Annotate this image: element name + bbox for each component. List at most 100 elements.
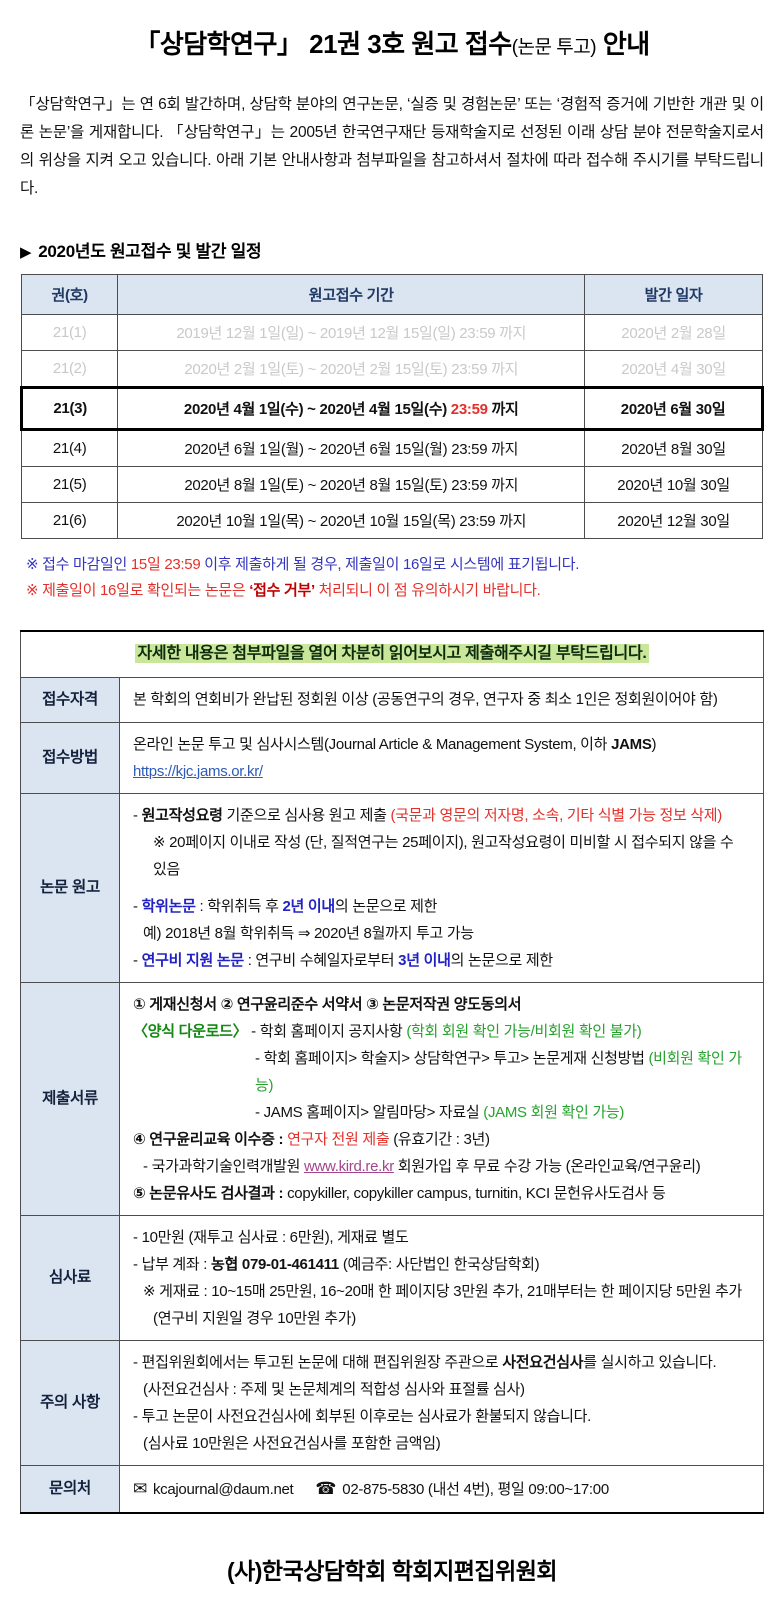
volume-cell: 21(5) xyxy=(20,465,119,503)
pub-date-cell: 2020년 8월 30일 xyxy=(584,428,763,467)
fee-content: - 10만원 (재투고 심사료 : 6만원), 게재료 별도 - 납부 계좌 :… xyxy=(119,1214,764,1341)
notice-row: 자세한 내용은 첨부파일을 열어 차분히 읽어보시고 제출해주시길 부탁드립니다… xyxy=(20,630,764,678)
fee-amount-line: - 10만원 (재투고 심사료 : 6만원), 게재료 별도 xyxy=(133,1228,409,1246)
method-line: 온라인 논문 투고 및 심사시스템(Journal Article & Mana… xyxy=(133,731,750,758)
manuscript-bullet-3: - 연구비 지원 논문 : 연구비 수혜일자로부터 3년 이내의 논문으로 제한 xyxy=(133,947,750,974)
manuscript-text: 기준으로 심사용 원고 제출 xyxy=(222,806,391,824)
manuscript-text: 의 논문으로 제한 xyxy=(450,951,554,969)
notice-cell: 자세한 내용은 첨부파일을 열어 차분히 읽어보시고 제출해주시길 부탁드립니다… xyxy=(20,630,764,678)
manuscript-page-note: ※ 20페이지 이내로 작성 (단, 질적연구는 25페이지), 원고작성요령이… xyxy=(153,833,734,878)
intro-paragraph: 「상담학연구」는 연 6회 발간하며, 상담학 분야의 연구논문, ‘실증 및 … xyxy=(20,96,764,197)
jams-url-link[interactable]: https://kjc.jams.or.kr/ xyxy=(133,762,263,780)
manuscript-example: 예) 2018년 8월 학위취득 ⇒ 2020년 8월까지 투고 가능 xyxy=(143,924,474,942)
documents-download-line-3: - JAMS 홈페이지> 알림마당> 자료실 (JAMS 회원 확인 가능) xyxy=(133,1099,750,1126)
documents-kird-line: - 국가과학기술인력개발원 www.kird.re.kr 회원가입 후 무료 수… xyxy=(133,1153,750,1180)
kird-url-link[interactable]: www.kird.re.kr xyxy=(303,1157,394,1175)
envelope-icon: ✉ xyxy=(133,1478,147,1498)
caution-content: - 편집위원회에서는 투고된 논문에 대해 편집위원장 주관으로 사전요건심사를… xyxy=(119,1339,764,1466)
documents-ethics-line: ④ 연구윤리교육 이수증 : 연구자 전원 제출 (유효기간 : 3년) xyxy=(133,1126,750,1153)
bullet-dash: - xyxy=(133,897,142,915)
note-rejection-emphasis: ‘접수 거부’ xyxy=(249,581,315,599)
contact-content: ✉ kcajournal@daum.net ☎ 02-875-5830 (내선 4번)… xyxy=(119,1464,764,1514)
details-table: 자세한 내용은 첨부파일을 열어 차분히 읽어보시고 제출해주시길 부탁드립니다… xyxy=(20,630,764,1515)
documents-download-line-1: 〈양식 다운로드〉 - 학회 홈페이지 공지사항 (학회 회원 확인 가능/비회… xyxy=(133,1018,750,1045)
similarity-check-emphasis: ⑤ 논문유사도 검사결과 : xyxy=(133,1184,288,1202)
note-text: 처리되니 이 점 유의하시기 바랍니다. xyxy=(314,581,541,599)
volume-cell: 21(6) xyxy=(20,501,119,539)
fee-row: 심사료 - 10만원 (재투고 심사료 : 6만원), 게재료 별도 - 납부 … xyxy=(20,1214,764,1341)
schedule-notes: ※ 접수 마감일인 15일 23:59 이후 제출하게 될 경우, 제출일이 1… xyxy=(26,552,764,605)
thesis-emphasis: 학위논문 xyxy=(141,897,196,915)
manuscript-text: 의 논문으로 제한 xyxy=(334,897,438,915)
fee-publication-note: ※ 게재료 : 10~15매 25만원, 16~20매 한 페이지당 3만원 추… xyxy=(143,1282,743,1300)
volume-cell: 21(3) xyxy=(19,385,119,431)
triangle-bullet-icon: ▶ xyxy=(20,243,32,261)
fee-account-line: - 납부 계좌 : 농협 079-01-461411 (예금주: 사단법인 한국… xyxy=(133,1251,750,1278)
bank-account-emphasis: 농협 079-01-461411 xyxy=(211,1255,339,1273)
col-header-volume: 권(호) xyxy=(20,273,119,315)
documents-text: - 국가과학기술인력개발원 xyxy=(143,1157,304,1175)
row-label-documents: 제출서류 xyxy=(20,981,120,1216)
caution-text: 를 실시하고 있습니다. xyxy=(583,1353,717,1371)
contact-phone-hours: 02-875-5830 (내선 4번), 평일 09:00~17:00 xyxy=(342,1480,609,1498)
documents-text: - 학회 홈페이지 공지사항 xyxy=(247,1022,407,1040)
row-label-caution: 주의 사항 xyxy=(20,1339,120,1466)
deadline-time: 23:59 xyxy=(450,400,488,418)
period-cell: 2020년 4월 1일(수) ~ 2020년 4월 15일(수) 23:59 까… xyxy=(117,385,586,431)
bullet-dash: - xyxy=(133,951,142,969)
schedule-heading-text: 2020년도 원고접수 및 발간 일정 xyxy=(38,241,262,261)
table-row: 21(2) 2020년 2월 1일(토) ~ 2020년 2월 15일(토) 2… xyxy=(20,349,763,388)
documents-text: - 학회 홈페이지> 학술지> 상담학연구> 투고> 논문게재 신청방법 xyxy=(255,1049,649,1067)
guideline-emphasis: 원고작성요령 xyxy=(141,806,223,824)
qualification-content: 본 학회의 연회비가 완납된 정회원 이상 (공동연구의 경우, 연구자 중 최… xyxy=(119,676,764,723)
documents-list: ① 게재신청서 ② 연구윤리준수 서약서 ③ 논문저작권 양도동의서 xyxy=(133,995,522,1013)
jams-abbr: JAMS xyxy=(611,735,652,753)
notice-highlight: 자세한 내용은 첨부파일을 열어 차분히 읽어보시고 제출해주시길 부탁드립니다… xyxy=(135,644,649,664)
documents-text: - JAMS 홈페이지> 알림마당> 자료실 xyxy=(255,1103,484,1121)
funded-paper-emphasis: 연구비 지원 논문 xyxy=(141,951,245,969)
documents-text: 회원가입 후 무료 수강 가능 (온라인교육/연구윤리) xyxy=(393,1157,701,1175)
pub-date-cell: 2020년 12월 30일 xyxy=(584,501,763,539)
two-year-emphasis: 2년 이내 xyxy=(282,897,335,915)
manuscript-row: 논문 원고 - 원고작성요령 기준으로 심사용 원고 제출 (국문과 영문의 저… xyxy=(20,792,764,983)
contact-email: kcajournal@daum.net xyxy=(152,1480,294,1498)
period-cell: 2019년 12월 1일(일) ~ 2019년 12월 15일(일) 23:59… xyxy=(117,313,586,351)
note-text: 제출일이 16일로 확인되는 논문은 xyxy=(42,581,250,599)
period-text: 까지 xyxy=(487,400,519,418)
caution-line-2: (사전요건심사 : 주제 및 논문체계의 적합성 심사와 표절률 심사) xyxy=(143,1380,525,1398)
documents-row: 제출서류 ① 게재신청서 ② 연구윤리준수 서약서 ③ 논문저작권 양도동의서 … xyxy=(20,981,764,1216)
note-mark: ※ xyxy=(26,555,43,573)
pub-date-cell: 2020년 4월 30일 xyxy=(584,349,763,388)
schedule-table: 권(호) 원고접수 기간 발간 일자 21(1) 2019년 12월 1일(일)… xyxy=(19,273,764,539)
caution-line-1: - 편집위원회에서는 투고된 논문에 대해 편집위원장 주관으로 사전요건심사를… xyxy=(133,1349,750,1376)
note-text: 접수 마감일인 xyxy=(42,555,131,573)
documents-content: ① 게재신청서 ② 연구윤리준수 서약서 ③ 논문저작권 양도동의서 〈양식 다… xyxy=(119,981,764,1216)
fee-text: (예금주: 사단법인 한국상담학회) xyxy=(338,1255,540,1273)
caution-text: - 편집위원회에서는 투고된 논문에 대해 편집위원장 주관으로 xyxy=(133,1353,503,1371)
pub-date-cell: 2020년 6월 30일 xyxy=(584,385,764,431)
period-text: 2020년 4월 1일(수) ~ 2020년 4월 15일(수) xyxy=(183,400,451,418)
note-mark: ※ xyxy=(26,581,43,599)
manuscript-bullet-2: - 학위논문 : 학위취득 후 2년 이내의 논문으로 제한 xyxy=(133,893,750,920)
row-label-fee: 심사료 xyxy=(20,1214,120,1341)
manuscript-text: : 학위취득 후 xyxy=(195,897,283,915)
volume-cell: 21(1) xyxy=(20,313,119,351)
bullet-dash: - xyxy=(133,806,142,824)
note-text: 이후 제출하게 될 경우, 제출일이 16일로 시스템에 표기됩니다. xyxy=(200,555,580,573)
anonymize-warning: (국문과 영문의 저자명, 소속, 기타 식별 가능 정보 삭제) xyxy=(390,806,723,824)
row-label-manuscript: 논문 원고 xyxy=(20,792,120,983)
method-row: 접수방법 온라인 논문 투고 및 심사시스템(Journal Article &… xyxy=(20,721,764,794)
volume-cell: 21(2) xyxy=(20,349,119,388)
all-researchers-warning: 연구자 전원 제출 xyxy=(287,1130,390,1148)
note-deadline-time: 15일 23:59 xyxy=(130,555,201,573)
documents-similarity-line: ⑤ 논문유사도 검사결과 : copykiller, copykiller ca… xyxy=(133,1180,750,1207)
three-year-emphasis: 3년 이내 xyxy=(398,951,451,969)
documents-download-line-2: - 학회 홈페이지> 학술지> 상담학연구> 투고> 논문게재 신청방법 (비회… xyxy=(133,1045,750,1099)
access-note-green: (학회 회원 확인 가능/비회원 확인 불가) xyxy=(406,1022,642,1040)
row-label-contact: 문의처 xyxy=(20,1464,120,1514)
note-rejection: ※ 제출일이 16일로 확인되는 논문은 ‘접수 거부’ 처리되니 이 점 유의… xyxy=(26,578,764,604)
manuscript-bullet-1: - 원고작성요령 기준으로 심사용 원고 제출 (국문과 영문의 저자명, 소속… xyxy=(133,802,750,829)
ethics-cert-emphasis: ④ 연구윤리교육 이수증 : xyxy=(133,1130,288,1148)
fee-text: - 납부 계좌 : xyxy=(133,1255,212,1273)
title-main: 「상담학연구」 21권 3호 원고 접수 xyxy=(134,29,512,59)
